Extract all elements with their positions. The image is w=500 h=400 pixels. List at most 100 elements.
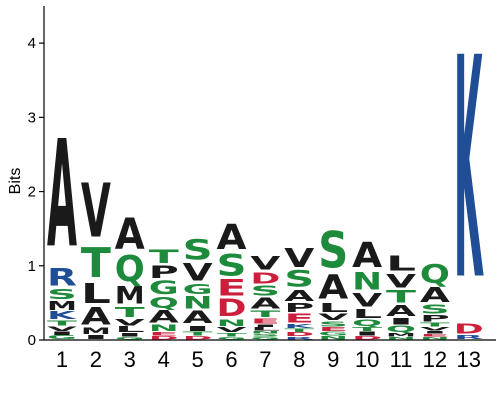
residue-letter: E: [149, 332, 179, 337]
residue-letter: N: [352, 268, 382, 296]
residue-letter: A: [250, 294, 280, 312]
residue-letter: T: [352, 326, 383, 332]
residue-letter: T: [250, 310, 281, 320]
letter-stacks: GIVTKMSRAIMALTVGILVTMQADENAQGPTDTIANGVSG…: [47, 0, 484, 349]
residue-letter: S: [47, 287, 77, 303]
residue-letter: T: [217, 333, 248, 338]
residue-letter: A: [115, 209, 145, 259]
residue-letter: E: [217, 276, 247, 302]
residue-letter: S: [284, 266, 314, 292]
residue-letter: A: [284, 287, 314, 305]
residue-letter: V: [47, 325, 78, 332]
residue-letter: V: [386, 271, 417, 293]
residue-letter: A: [81, 302, 111, 330]
residue-letter: S: [420, 303, 450, 317]
residue-letter: P: [149, 263, 179, 283]
residue-letter: I: [183, 325, 213, 333]
residue-letter: V: [81, 167, 111, 253]
x-tick-label: 7: [259, 347, 271, 372]
residue-letter: S: [318, 320, 348, 328]
residue-letter: K: [454, 0, 484, 349]
residue-letter: G: [217, 336, 247, 340]
residue-letter: G: [47, 335, 77, 341]
residue-letter: T: [81, 239, 111, 287]
residue-letter: N: [420, 336, 450, 340]
residue-letter: A: [420, 283, 450, 307]
residue-letter: T: [47, 319, 78, 327]
residue-letter: L: [81, 278, 111, 310]
residue-letter: R: [47, 263, 77, 291]
residue-letter: N: [217, 318, 247, 328]
residue-letter: T: [149, 246, 179, 268]
residue-letter: V: [183, 258, 213, 286]
residue-letter: E: [284, 311, 314, 325]
x-tick-label: 12: [423, 347, 447, 372]
x-tick-label: 9: [327, 347, 339, 372]
residue-letter: S: [217, 249, 247, 282]
residue-letter: N: [386, 336, 416, 340]
residue-letter: V: [250, 253, 281, 275]
residue-letter: P: [284, 301, 314, 315]
residue-letter: R: [284, 336, 314, 340]
residue-letter: K: [284, 323, 315, 329]
residue-letter: A: [318, 269, 348, 306]
residue-letter: Q: [149, 294, 179, 312]
residue-letter: T: [386, 286, 416, 306]
x-tick-label: 1: [56, 347, 68, 372]
x-tick-label: 11: [390, 347, 413, 372]
residue-letter: D: [149, 335, 179, 340]
residue-letter: A: [352, 235, 383, 275]
residue-letter: V: [318, 312, 348, 322]
residue-letter: V: [352, 290, 383, 312]
residue-letter: A: [47, 110, 77, 281]
residue-letter: A: [217, 217, 248, 257]
residue-letter: G: [318, 331, 348, 337]
residue-letter: T: [183, 331, 214, 337]
residue-letter: A: [149, 307, 180, 327]
residue-letter: N: [183, 292, 213, 312]
residue-letter: D: [454, 321, 484, 337]
x-tick-label: 6: [225, 347, 237, 372]
residue-letter: M: [386, 333, 416, 338]
residue-letter: I: [47, 331, 77, 336]
residue-letter: D: [183, 335, 213, 340]
residue-letter: E: [318, 326, 348, 332]
residue-letter: G: [115, 336, 145, 340]
residue-letter: G: [250, 336, 280, 340]
residue-letter: S: [183, 234, 213, 266]
residue-letter: I: [420, 330, 450, 334]
residue-letter: D: [284, 332, 314, 338]
residue-letter: N: [318, 335, 348, 340]
residue-letter: S: [250, 283, 280, 299]
residue-letter: R: [454, 334, 484, 340]
y-axis-title: Bits: [7, 168, 24, 195]
residue-letter: I: [250, 324, 280, 328]
residue-letter: S: [318, 221, 348, 280]
residue-letter: M: [115, 282, 145, 309]
y-tick-label: 4: [28, 35, 36, 52]
residue-letter: V: [115, 317, 145, 327]
residue-letter: Q: [352, 318, 382, 328]
residue-letter: D: [217, 295, 247, 322]
x-tick-label: 4: [158, 347, 170, 372]
residue-letter: S: [250, 333, 280, 337]
residue-letter: D: [352, 335, 382, 340]
residue-letter: N: [149, 324, 179, 334]
residue-letter: L: [115, 325, 145, 334]
residue-letter: I: [386, 317, 416, 327]
residue-letter: I: [352, 331, 382, 337]
residue-letter: V: [217, 326, 248, 334]
residue-letter: L: [318, 301, 348, 315]
